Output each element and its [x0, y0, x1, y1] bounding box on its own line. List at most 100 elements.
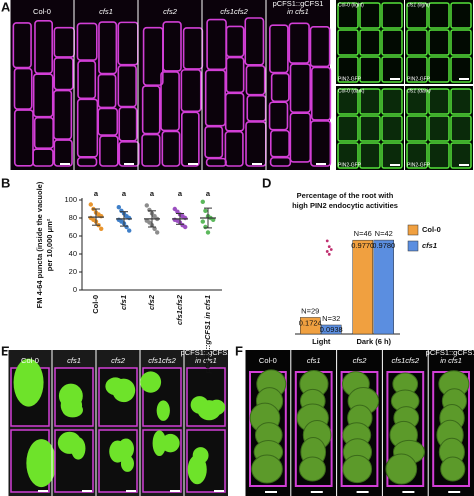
y-tick-label: 0 [73, 285, 77, 294]
significance-letter: a [150, 189, 155, 198]
cell-outline [289, 63, 312, 114]
cell-outline [381, 29, 403, 56]
vacuole [440, 456, 466, 482]
data-point [144, 203, 149, 208]
data-point [147, 207, 152, 213]
cell-outline [12, 22, 32, 69]
cell-outline [381, 88, 403, 115]
cell-outline [53, 139, 73, 167]
vacuole [112, 378, 136, 403]
n-label: N=29 [301, 306, 319, 315]
data-point [203, 208, 208, 213]
column-label: cfs1 [67, 356, 81, 365]
n-label: N=32 [322, 314, 340, 323]
image-label: cfs1 (light) [407, 2, 430, 8]
x-tick-label: Col-0 [91, 295, 100, 314]
cell-outline [244, 17, 265, 66]
column-label: Col-0 [33, 7, 51, 16]
cell-outline [270, 72, 290, 103]
overlay-point [327, 252, 331, 256]
data-point [99, 214, 104, 219]
column-label: cfs1cfs2 [220, 7, 248, 16]
vacuole [385, 453, 418, 485]
n-label: N=46 [354, 229, 372, 238]
column-label: cfs2 [163, 7, 178, 16]
data-point [183, 224, 188, 230]
significance-letter: a [122, 189, 127, 198]
cell-outline [337, 56, 359, 83]
data-point [203, 224, 208, 230]
cell-outline [98, 21, 118, 75]
significance-letter: a [94, 189, 99, 198]
overlay-point [327, 245, 331, 249]
y-tick-label: 80 [69, 213, 77, 222]
chart-title: high PIN2 endocytic activities [292, 201, 398, 210]
column-label: Col-0 [259, 356, 277, 365]
image-label: PIN2-GFP [338, 162, 362, 168]
n-label: N=42 [375, 229, 393, 238]
image-label: PIN2-GFP [407, 162, 431, 168]
vacuole [140, 371, 162, 393]
cell-outline [269, 156, 292, 167]
column-label: Col-0 [21, 356, 39, 365]
data-point [200, 199, 205, 204]
cell-outline [359, 56, 381, 83]
y-axis-label: per 10,000 μm² [45, 218, 54, 271]
column-label: cfs2 [353, 356, 368, 365]
data-point [152, 226, 157, 231]
value-label: 0.9770 [351, 241, 374, 250]
image-label: Col-0 (dark) [338, 88, 365, 94]
cell-outline [288, 22, 310, 64]
vacuole [161, 433, 180, 453]
cell-outline [268, 101, 289, 131]
column-label: pCFS1::gCFS1 [273, 0, 324, 8]
chart-title: Percentage of the root with [297, 191, 394, 200]
cell-outline [428, 88, 450, 115]
cell-outline [32, 73, 54, 118]
cell-outline [53, 89, 73, 140]
column-label: cfs1 [307, 356, 321, 365]
vacuole [298, 456, 326, 482]
significance-letter: a [206, 189, 211, 198]
cell-outline [141, 85, 161, 135]
cell-outline [32, 148, 54, 167]
panel-label: B [1, 175, 10, 190]
vacuole [58, 383, 83, 409]
cell-outline [337, 142, 359, 169]
cell-outline [406, 56, 428, 83]
y-tick-label: 20 [69, 267, 77, 276]
cell-outline [359, 2, 381, 29]
cell-outline [381, 115, 403, 142]
cell-outline [450, 115, 472, 142]
cell-outline [337, 88, 359, 115]
cell-outline [117, 64, 137, 108]
column-label: cfs1cfs2 [392, 356, 420, 365]
cell-outline [118, 140, 140, 167]
data-point [127, 228, 132, 233]
cell-outline [428, 2, 450, 29]
cell-outline [141, 133, 161, 167]
column-label: pCFS1::gCFS1 [426, 348, 474, 357]
cell-outline [450, 2, 472, 29]
cell-outline [76, 98, 99, 158]
legend-label: cfs1 [422, 241, 437, 250]
data-point [200, 219, 205, 224]
data-point [88, 202, 94, 207]
x-tick-label: cfs1cfs2 [175, 294, 184, 325]
x-tick-label: cfs1 [119, 295, 128, 310]
cell-outline [162, 21, 182, 72]
cell-outline [406, 2, 428, 29]
column-label: in cfs1 [195, 356, 217, 365]
cell-outline [406, 115, 428, 142]
cell-outline [310, 120, 332, 167]
cell-outline [359, 29, 381, 56]
bar [300, 317, 321, 335]
data-point [155, 230, 160, 235]
cell-outline [309, 26, 331, 68]
cell-outline [337, 29, 359, 56]
cell-outline [77, 60, 97, 100]
data-point [124, 224, 129, 230]
cell-outline [337, 115, 359, 142]
cell-outline [118, 106, 138, 142]
